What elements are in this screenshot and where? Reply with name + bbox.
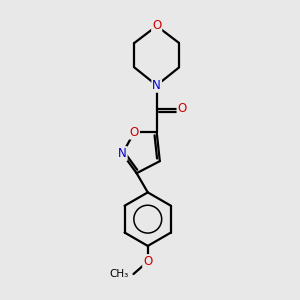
Text: O: O — [178, 103, 187, 116]
Text: CH₃: CH₃ — [109, 269, 128, 279]
Text: N: N — [152, 79, 161, 92]
Text: O: O — [152, 20, 161, 32]
Text: O: O — [143, 255, 152, 268]
Text: O: O — [130, 126, 139, 139]
Text: N: N — [118, 147, 127, 160]
